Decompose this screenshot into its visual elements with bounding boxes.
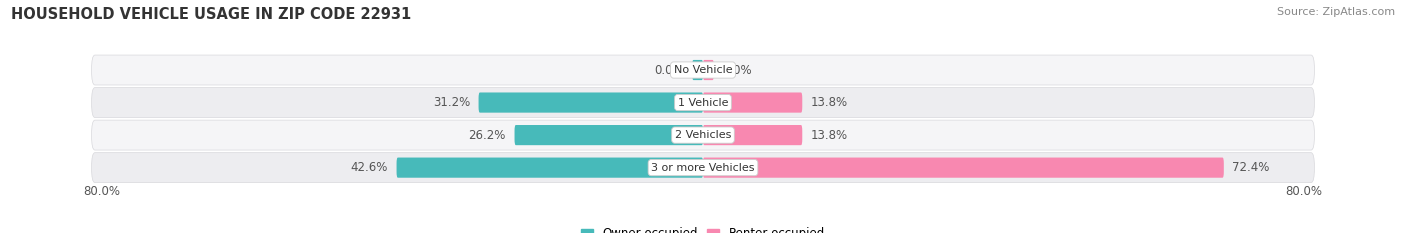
FancyBboxPatch shape xyxy=(91,88,1315,117)
FancyBboxPatch shape xyxy=(396,158,703,178)
FancyBboxPatch shape xyxy=(91,120,1315,150)
Text: HOUSEHOLD VEHICLE USAGE IN ZIP CODE 22931: HOUSEHOLD VEHICLE USAGE IN ZIP CODE 2293… xyxy=(11,7,412,22)
FancyBboxPatch shape xyxy=(478,93,703,113)
Text: No Vehicle: No Vehicle xyxy=(673,65,733,75)
Text: 13.8%: 13.8% xyxy=(811,96,848,109)
FancyBboxPatch shape xyxy=(91,55,1315,85)
Text: 80.0%: 80.0% xyxy=(1285,185,1323,198)
Text: 0.0%: 0.0% xyxy=(654,64,683,76)
FancyBboxPatch shape xyxy=(515,125,703,145)
Text: 42.6%: 42.6% xyxy=(350,161,388,174)
Text: 1 Vehicle: 1 Vehicle xyxy=(678,98,728,108)
Legend: Owner-occupied, Renter-occupied: Owner-occupied, Renter-occupied xyxy=(581,227,825,233)
FancyBboxPatch shape xyxy=(703,158,1223,178)
FancyBboxPatch shape xyxy=(703,125,803,145)
Text: 2 Vehicles: 2 Vehicles xyxy=(675,130,731,140)
FancyBboxPatch shape xyxy=(703,60,714,80)
Text: 72.4%: 72.4% xyxy=(1233,161,1270,174)
Text: Source: ZipAtlas.com: Source: ZipAtlas.com xyxy=(1277,7,1395,17)
FancyBboxPatch shape xyxy=(703,93,803,113)
Text: 3 or more Vehicles: 3 or more Vehicles xyxy=(651,163,755,173)
Text: 31.2%: 31.2% xyxy=(433,96,470,109)
FancyBboxPatch shape xyxy=(91,153,1315,183)
Text: 80.0%: 80.0% xyxy=(83,185,121,198)
Text: 26.2%: 26.2% xyxy=(468,129,506,142)
FancyBboxPatch shape xyxy=(692,60,703,80)
Text: 0.0%: 0.0% xyxy=(723,64,752,76)
Text: 13.8%: 13.8% xyxy=(811,129,848,142)
